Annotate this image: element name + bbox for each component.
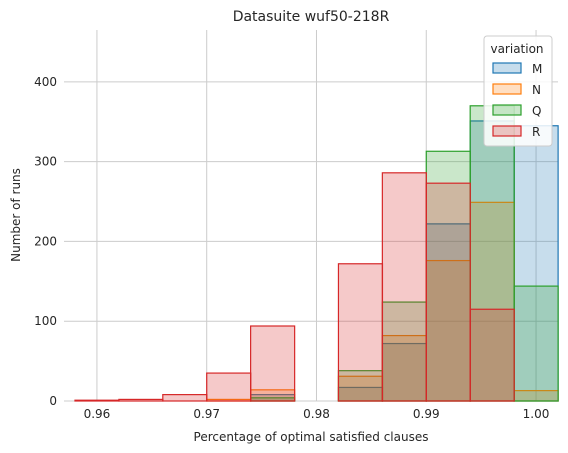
- bar-R: [74, 399, 120, 402]
- x-axis-label: Percentage of optimal satisfied clauses: [194, 430, 429, 444]
- bar-R: [118, 398, 164, 402]
- y-tick-label: 400: [34, 75, 57, 89]
- bar-Q: [381, 301, 427, 402]
- legend-label-N: N: [532, 83, 541, 97]
- bar-R: [425, 182, 471, 402]
- legend-label-M: M: [532, 62, 542, 76]
- legend-label-R: R: [532, 125, 540, 139]
- plot-area: [64, 30, 558, 401]
- bar-R: [337, 263, 384, 402]
- x-tick-label: 1.00: [523, 407, 550, 421]
- bar-R: [469, 308, 515, 402]
- x-tick-labels: 0.96 0.97 0.98 0.99 1.00: [84, 407, 550, 421]
- legend-swatch-Q: [492, 104, 522, 116]
- bar-Q: [469, 105, 515, 402]
- bars-layer: [74, 105, 559, 402]
- legend-swatch-M: [492, 62, 522, 74]
- legend-label-Q: Q: [532, 104, 541, 118]
- legend-swatch-N: [492, 83, 522, 95]
- x-tick-label: 0.98: [303, 407, 330, 421]
- bar-R: [250, 325, 296, 402]
- legend-swatch-R: [492, 125, 522, 137]
- grid-lines: [64, 30, 558, 402]
- y-tick-label: 100: [34, 314, 57, 328]
- bar-M: [513, 125, 559, 402]
- y-tick-label: 300: [34, 155, 57, 169]
- y-tick-label: 200: [34, 234, 57, 248]
- chart-title: Datasuite wuf50-218R: [233, 9, 390, 25]
- bar-R: [206, 372, 252, 402]
- y-tick-label: 0: [49, 394, 57, 408]
- y-axis-label: Number of runs: [9, 168, 23, 262]
- y-tick-labels: 0 100 200 300 400: [34, 75, 57, 408]
- x-tick-label: 0.96: [84, 407, 111, 421]
- x-tick-label: 0.97: [193, 407, 220, 421]
- legend-title: variation: [490, 42, 543, 56]
- x-tick-label: 0.99: [413, 407, 440, 421]
- bar-Q: [425, 150, 471, 402]
- bar-R: [381, 172, 427, 402]
- bar-Q: [513, 285, 559, 402]
- bar-R: [162, 394, 208, 402]
- bar-N: [337, 375, 384, 402]
- bar-N: [469, 201, 515, 402]
